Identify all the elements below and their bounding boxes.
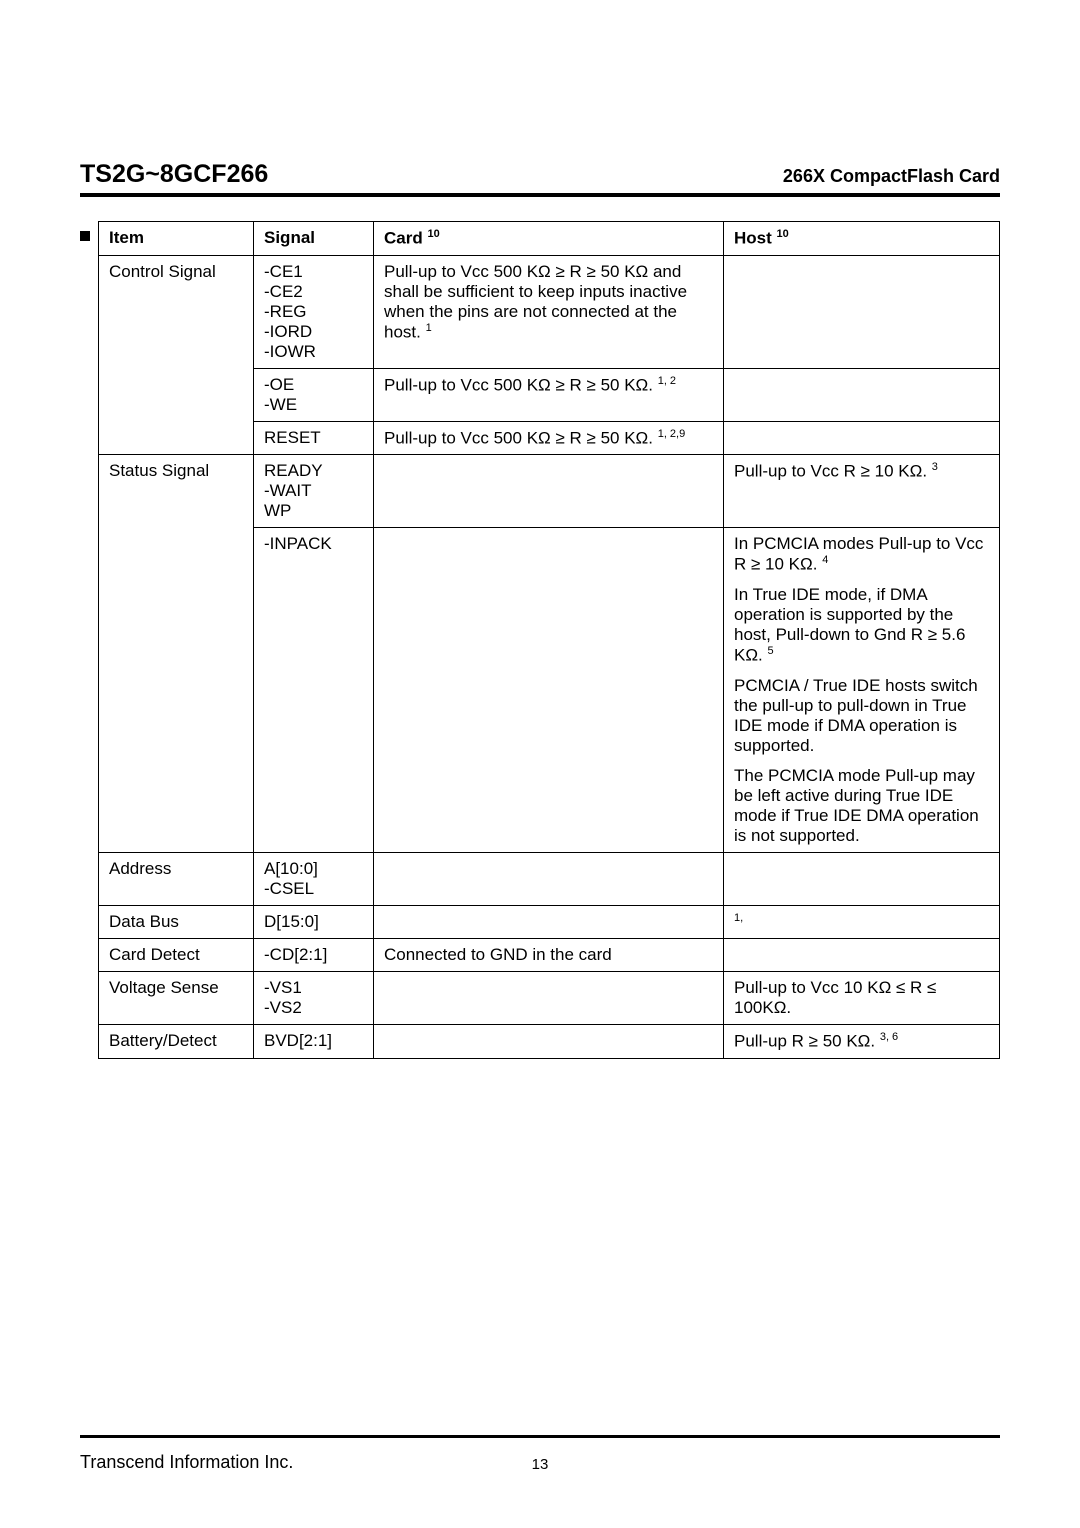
- cell-host: [724, 368, 1000, 421]
- cell-signal: -OE -WE: [254, 368, 374, 421]
- cell-host: [724, 852, 1000, 905]
- cell-item: Status Signal: [99, 455, 254, 852]
- cell-item: Battery/Detect: [99, 1025, 254, 1059]
- cell-card: Connected to GND in the card: [374, 939, 724, 972]
- header-subtitle: 266X CompactFlash Card: [783, 166, 1000, 187]
- cell-item: Card Detect: [99, 939, 254, 972]
- col-header-signal: Signal: [254, 222, 374, 256]
- cell-signal: RESET: [254, 421, 374, 455]
- cell-item: Control Signal: [99, 255, 254, 455]
- col-header-host-text: Host: [734, 229, 772, 248]
- cell-host: [724, 421, 1000, 455]
- table-header-row: Item Signal Card 10 Host 10: [99, 222, 1000, 256]
- cell-signal: BVD[2:1]: [254, 1025, 374, 1059]
- cell-card: [374, 905, 724, 939]
- cell-card: [374, 1025, 724, 1059]
- cell-host: Pull-up to Vcc R ≥ 10 KΩ. 3: [724, 455, 1000, 528]
- signal-table: Item Signal Card 10 Host 10 Control Sign…: [98, 221, 1000, 1059]
- col-header-item: Item: [99, 222, 254, 256]
- cell-signal: -CD[2:1]: [254, 939, 374, 972]
- col-header-host-sup: 10: [777, 228, 789, 240]
- cell-card: [374, 455, 724, 528]
- cell-item: Voltage Sense: [99, 972, 254, 1025]
- cell-card: [374, 528, 724, 852]
- col-header-card-sup: 10: [427, 228, 439, 240]
- table-row: Card Detect-CD[2:1]Connected to GND in t…: [99, 939, 1000, 972]
- cell-host: In PCMCIA modes Pull-up to Vcc R ≥ 10 KΩ…: [724, 528, 1000, 852]
- table-body: Control Signal-CE1 -CE2 -REG -IORD -IOWR…: [99, 255, 1000, 1058]
- page-number: 13: [532, 1456, 549, 1473]
- cell-host: [724, 939, 1000, 972]
- cell-signal: -CE1 -CE2 -REG -IORD -IOWR: [254, 255, 374, 368]
- cell-host: Pull-up to Vcc 10 KΩ ≤ R ≤ 100KΩ.: [724, 972, 1000, 1025]
- header-underline: [80, 193, 1000, 197]
- table-row: AddressA[10:0] -CSEL: [99, 852, 1000, 905]
- footer-company: Transcend Information Inc.: [80, 1452, 293, 1473]
- table-row: Status SignalREADY -WAIT WPPull-up to Vc…: [99, 455, 1000, 528]
- cell-card: [374, 972, 724, 1025]
- col-header-card-text: Card: [384, 229, 423, 248]
- header-title: TS2G~8GCF266: [80, 160, 268, 189]
- cell-item: Data Bus: [99, 905, 254, 939]
- col-header-host: Host 10: [724, 222, 1000, 256]
- cell-signal: -VS1 -VS2: [254, 972, 374, 1025]
- table-row: Data BusD[15:0] 1,: [99, 905, 1000, 939]
- cell-item: Address: [99, 852, 254, 905]
- cell-signal: -INPACK: [254, 528, 374, 852]
- col-header-card: Card 10: [374, 222, 724, 256]
- cell-host: [724, 255, 1000, 368]
- cell-signal: D[15:0]: [254, 905, 374, 939]
- cell-host: Pull-up R ≥ 50 KΩ. 3, 6: [724, 1025, 1000, 1059]
- cell-card: Pull-up to Vcc 500 KΩ ≥ R ≥ 50 KΩ and sh…: [374, 255, 724, 368]
- bullet-marker: [80, 231, 90, 241]
- table-row: Voltage Sense-VS1 -VS2 Pull-up to Vcc 10 …: [99, 972, 1000, 1025]
- cell-card: Pull-up to Vcc 500 KΩ ≥ R ≥ 50 KΩ. 1, 2: [374, 368, 724, 421]
- table-row: Control Signal-CE1 -CE2 -REG -IORD -IOWR…: [99, 255, 1000, 368]
- cell-signal: A[10:0] -CSEL: [254, 852, 374, 905]
- cell-card: [374, 852, 724, 905]
- footer-line: [80, 1435, 1000, 1438]
- table-row: Battery/DetectBVD[2:1] Pull-up R ≥ 50 KΩ.…: [99, 1025, 1000, 1059]
- cell-card: Pull-up to Vcc 500 KΩ ≥ R ≥ 50 KΩ. 1, 2,…: [374, 421, 724, 455]
- cell-signal: READY -WAIT WP: [254, 455, 374, 528]
- cell-host: 1,: [724, 905, 1000, 939]
